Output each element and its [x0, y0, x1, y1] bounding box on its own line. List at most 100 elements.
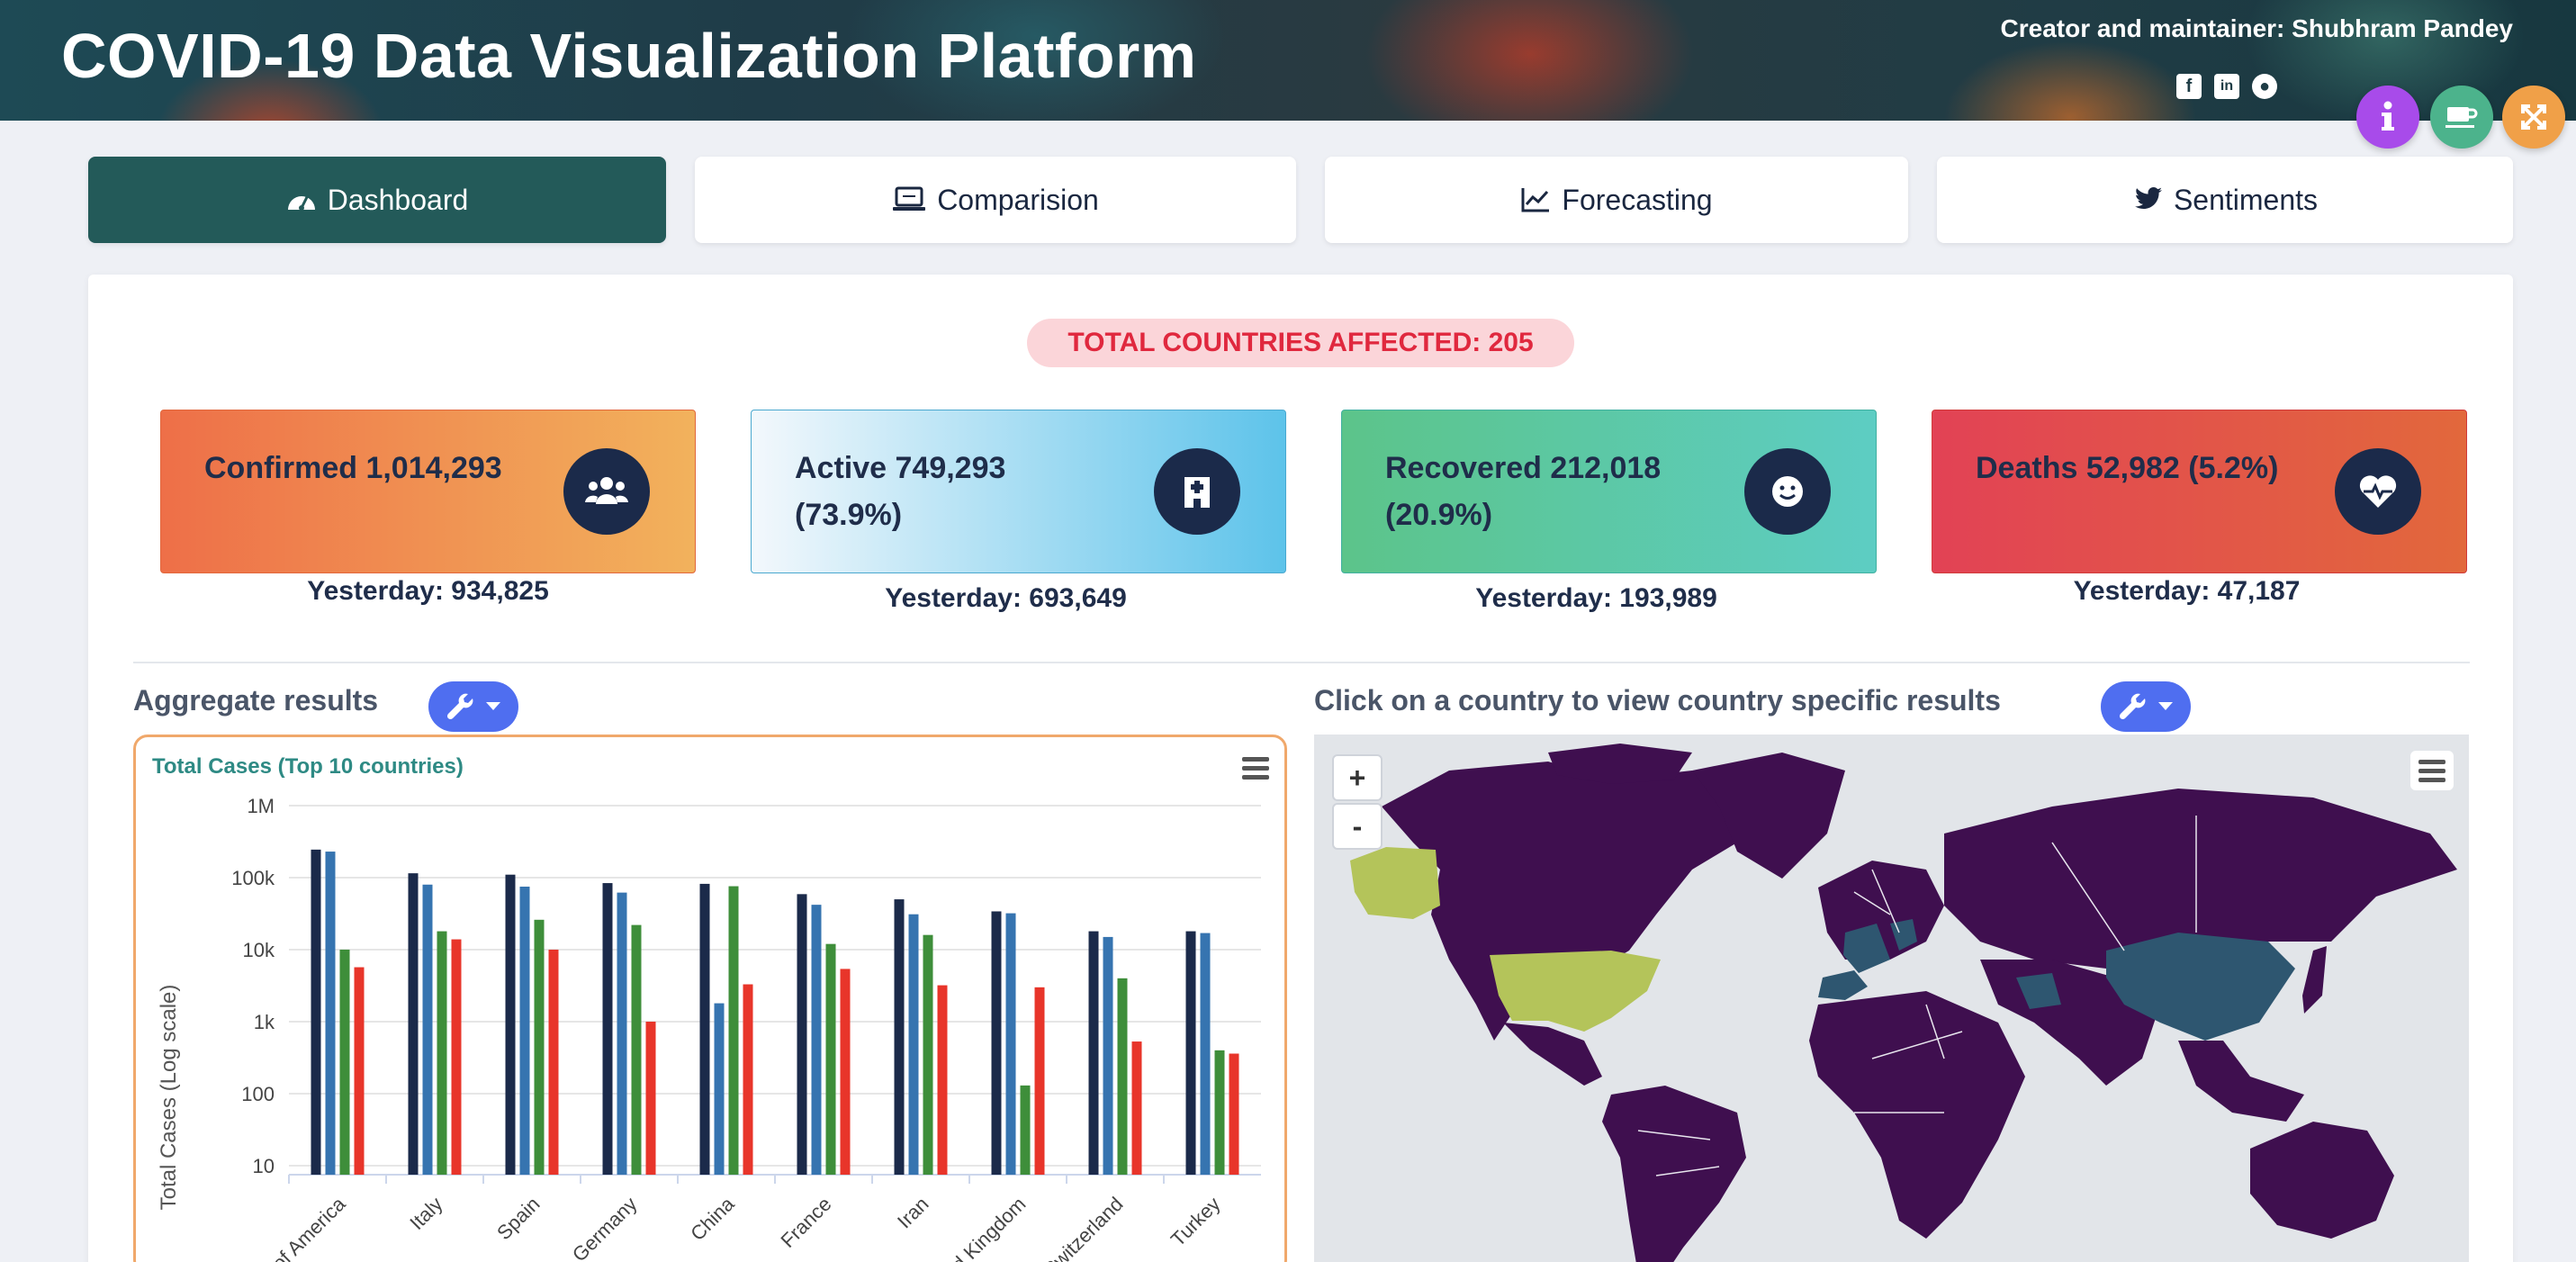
bar[interactable] — [908, 914, 919, 1175]
bar[interactable] — [451, 939, 462, 1175]
bar[interactable] — [1034, 987, 1045, 1175]
bar[interactable] — [1103, 936, 1113, 1175]
bar[interactable] — [825, 943, 836, 1175]
country-shape[interactable] — [2178, 1041, 2304, 1122]
tab-forecasting[interactable]: Forecasting — [1325, 157, 1908, 243]
map-menu-button[interactable] — [2410, 751, 2454, 790]
x-tick-label: France — [776, 1193, 835, 1252]
bar[interactable] — [1020, 1085, 1031, 1175]
bar[interactable] — [1200, 933, 1211, 1175]
bar[interactable] — [325, 852, 336, 1175]
bar[interactable] — [631, 924, 642, 1175]
tab-comparision[interactable]: Comparision — [695, 157, 1296, 243]
laptop-icon — [893, 186, 926, 211]
confirmed-card: Confirmed 1,014,293 — [160, 410, 696, 573]
country-shape[interactable] — [1692, 753, 1845, 879]
bar[interactable] — [1088, 931, 1099, 1175]
world-map[interactable]: + - — [1314, 735, 2469, 1262]
linkedin-icon[interactable]: in — [2214, 74, 2239, 99]
heartbeat-icon — [2335, 448, 2421, 535]
facebook-icon[interactable]: f — [2176, 74, 2202, 99]
bar[interactable] — [437, 931, 447, 1175]
tab-label: Comparision — [937, 183, 1099, 216]
bar[interactable] — [1229, 1053, 1239, 1175]
x-tick-label: Italy — [405, 1193, 446, 1234]
x-tick-label: Switzerland — [1039, 1193, 1127, 1262]
y-tick-label: 100 — [241, 1083, 275, 1105]
info-icon — [2382, 101, 2394, 131]
country-shape[interactable] — [1548, 744, 1692, 784]
section-divider — [133, 662, 2470, 663]
bar[interactable] — [811, 905, 822, 1175]
main-tabs: Dashboard Comparision Forecasting Sentim… — [88, 157, 2513, 243]
bar[interactable] — [602, 883, 613, 1175]
bar[interactable] — [797, 894, 807, 1175]
bar[interactable] — [1131, 1041, 1142, 1175]
country-shape[interactable] — [1944, 789, 2457, 969]
caret-down-icon — [2158, 702, 2173, 710]
speedometer-icon — [287, 194, 315, 211]
country-shape[interactable] — [1350, 847, 1440, 919]
bar[interactable] — [339, 950, 350, 1175]
country-shape[interactable] — [1503, 1023, 1602, 1086]
wrench-icon — [2119, 693, 2146, 720]
country-shape[interactable] — [2250, 1122, 2394, 1239]
y-tick-label: 1k — [254, 1011, 275, 1033]
confirmed-yesterday: Yesterday: 934,825 — [307, 576, 549, 606]
x-tick-label: Iran — [893, 1193, 932, 1232]
bar[interactable] — [991, 911, 1002, 1175]
bar[interactable] — [743, 984, 753, 1175]
map-zoom-out-button[interactable]: - — [1332, 803, 1383, 850]
github-icon[interactable]: ● — [2252, 74, 2277, 99]
bar[interactable] — [1214, 1050, 1225, 1175]
bar[interactable] — [699, 883, 710, 1175]
recovered-yesterday: Yesterday: 193,989 — [1475, 583, 1717, 613]
bar[interactable] — [1005, 913, 1016, 1175]
country-shape[interactable] — [2302, 946, 2327, 1014]
bar[interactable] — [354, 967, 365, 1175]
bar[interactable] — [505, 874, 516, 1175]
active-yesterday: Yesterday: 693,649 — [885, 583, 1127, 613]
country-shape[interactable] — [1602, 1086, 1746, 1262]
recovered-label: Recovered 212,018 (20.9%) — [1385, 451, 1662, 532]
deaths-card: Deaths 52,982 (5.2%) — [1932, 410, 2467, 573]
bar[interactable] — [617, 892, 627, 1175]
bar[interactable] — [728, 886, 739, 1175]
info-button[interactable] — [2356, 86, 2419, 149]
expand-icon — [2521, 104, 2546, 130]
bar[interactable] — [422, 884, 433, 1175]
bar[interactable] — [923, 934, 933, 1175]
bar[interactable] — [408, 873, 419, 1175]
country-shape[interactable] — [1809, 991, 2025, 1239]
bar[interactable] — [1117, 978, 1128, 1175]
country-shape[interactable] — [2016, 973, 2061, 1009]
bar[interactable] — [894, 899, 905, 1175]
bar[interactable] — [548, 950, 559, 1175]
deaths-label: Deaths 52,982 (5.2%) — [1976, 451, 2279, 485]
country-shape[interactable] — [1843, 924, 1890, 973]
bar[interactable] — [645, 1022, 656, 1175]
bar[interactable] — [534, 919, 545, 1175]
fullscreen-button[interactable] — [2502, 86, 2565, 149]
bar[interactable] — [519, 886, 530, 1175]
coffee-button[interactable] — [2430, 86, 2493, 149]
tab-dashboard[interactable]: Dashboard — [88, 157, 666, 243]
chart-menu-button[interactable] — [1234, 748, 1277, 788]
aggregate-settings-dropdown[interactable] — [428, 681, 518, 732]
x-tick-label: Spain — [492, 1193, 544, 1244]
country-shape[interactable] — [1490, 951, 1661, 1032]
tab-label: Sentiments — [2173, 183, 2319, 216]
country-shape[interactable] — [1818, 970, 1868, 1000]
bar[interactable] — [840, 969, 851, 1175]
map-zoom-in-button[interactable]: + — [1332, 754, 1383, 801]
twitter-icon — [2134, 187, 2162, 209]
bar[interactable] — [1185, 931, 1196, 1175]
bar[interactable] — [714, 1003, 725, 1175]
country-shape[interactable] — [2106, 933, 2295, 1041]
country-shape[interactable] — [1382, 762, 1737, 1041]
tab-sentiments[interactable]: Sentiments — [1937, 157, 2513, 243]
map-settings-dropdown[interactable] — [2101, 681, 2191, 732]
bar[interactable] — [937, 985, 948, 1175]
bar[interactable] — [311, 849, 321, 1175]
x-tick-label: d Kingdom — [947, 1193, 1030, 1262]
